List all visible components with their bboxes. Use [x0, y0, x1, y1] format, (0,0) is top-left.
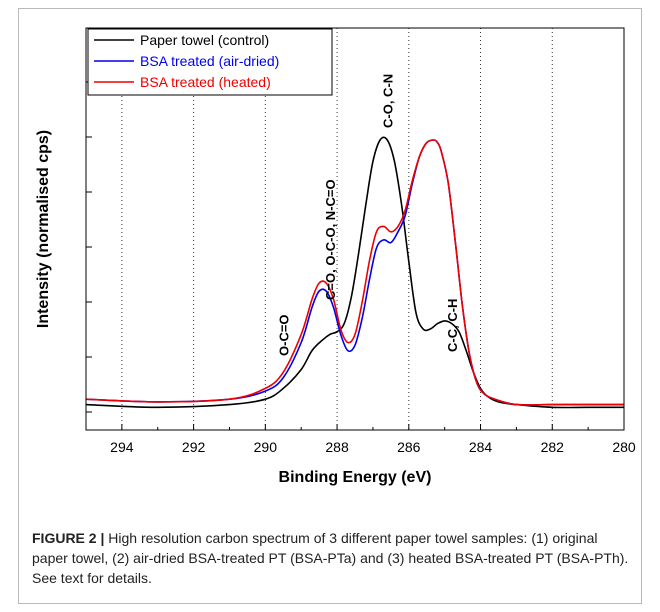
grid-lines: [121, 28, 553, 430]
peak-annotation: C-C, C-H: [445, 299, 460, 352]
x-tick-label: 290: [254, 439, 278, 455]
spectrum-chart: 294 292 290 288 286 284 282 280 O-C=O C=O, O-C-O…: [35, 27, 636, 486]
caption-text: High resolution carbon spectrum of 3 dif…: [32, 530, 629, 586]
figure-frame: [18, 8, 642, 604]
series-line: [85, 136, 624, 409]
peak-annotation: C-O, C-N: [380, 74, 395, 128]
peak-annotation: O-C=O: [276, 314, 291, 356]
figure-caption: FIGURE 2 | High resolution carbon spectr…: [32, 528, 632, 588]
x-tick-label: 288: [325, 439, 349, 455]
legend: Paper towel (control) BSA treated (air-dr…: [87, 28, 333, 96]
x-tick-label: 282: [541, 439, 565, 455]
x-axis-label: Binding Energy (eV): [279, 469, 432, 486]
series-lines: [85, 136, 624, 409]
legend-label: Paper towel (control): [140, 32, 269, 48]
series-line: [85, 139, 624, 406]
legend-label: BSA treated (air-dried): [140, 53, 279, 69]
x-tick-label: 292: [182, 439, 206, 455]
x-tick-label: 294: [110, 439, 134, 455]
peak-annotation: C=O, O-C-O, N-C=O: [323, 179, 338, 300]
plot-area-frame: [85, 27, 625, 431]
x-tick-label: 284: [469, 439, 493, 455]
x-tick-label: 286: [397, 439, 421, 455]
x-axis-ticks: 294 292 290 288 286 284 282 280: [85, 424, 636, 455]
x-tick-label: 280: [612, 439, 636, 455]
y-axis-label: Intensity (normalised cps): [35, 130, 52, 328]
legend-label: BSA treated (heated): [140, 74, 271, 90]
y-axis-ticks: [86, 81, 92, 413]
peak-annotations: O-C=O C=O, O-C-O, N-C=O C-O, C-N C-C, C-H: [276, 74, 460, 356]
caption-label: FIGURE 2 |: [32, 530, 105, 546]
